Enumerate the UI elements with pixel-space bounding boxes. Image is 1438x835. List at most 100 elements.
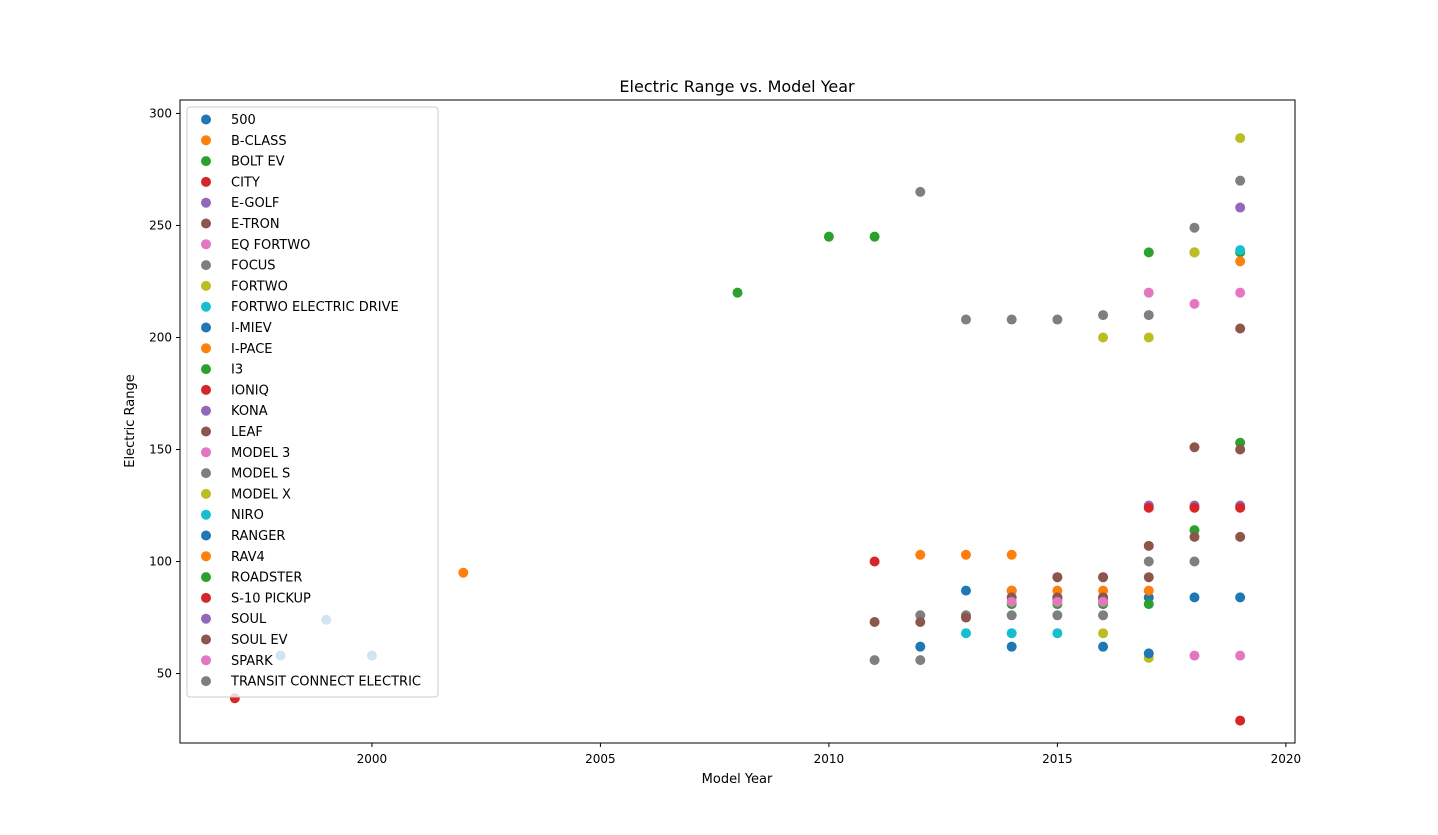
legend-label: LEAF <box>231 425 263 440</box>
legend-label: SPARK <box>231 654 273 669</box>
x-tick-label: 2005 <box>585 752 616 766</box>
data-point <box>1143 648 1154 659</box>
legend: 500 B-CLASS BOLT EV CITY E-GOLF E-TRON EQ FORT… <box>186 106 439 698</box>
legend-marker <box>201 447 211 458</box>
legend-label: CITY <box>231 175 260 190</box>
data-point <box>1143 332 1154 343</box>
data-point <box>1006 314 1017 325</box>
legend-marker <box>201 156 211 167</box>
legend-marker <box>201 613 211 624</box>
data-point <box>960 314 971 325</box>
data-point <box>869 617 880 628</box>
legend-label: S-10 PICKUP <box>231 591 311 606</box>
data-point <box>1052 628 1063 639</box>
data-point <box>1143 502 1154 513</box>
legend-marker <box>201 572 211 583</box>
legend-label: IONIQ <box>231 383 269 398</box>
data-point <box>1235 133 1246 144</box>
y-axis-label: Electric Range <box>123 374 138 468</box>
data-point <box>869 231 880 242</box>
y-tick-label: 300 <box>149 106 172 120</box>
x-axis-label: Model Year <box>702 772 773 787</box>
legend-marker <box>201 676 211 687</box>
legend-marker <box>201 301 211 312</box>
x-tick-label: 2015 <box>1042 752 1073 766</box>
legend-label: BOLT EV <box>231 155 285 170</box>
data-point <box>960 628 971 639</box>
y-tick-label: 50 <box>157 667 172 681</box>
data-point <box>915 655 926 666</box>
legend-marker <box>201 135 211 146</box>
legend-marker <box>201 239 211 250</box>
data-point <box>1006 596 1017 607</box>
data-point <box>1235 531 1246 542</box>
data-point <box>1143 287 1154 298</box>
data-point <box>1189 298 1200 309</box>
y-tick-label: 100 <box>149 555 172 569</box>
data-point <box>1143 556 1154 567</box>
legend-marker <box>201 426 211 437</box>
legend-marker <box>201 260 211 271</box>
legend-marker <box>201 197 211 208</box>
legend-marker <box>201 655 211 666</box>
data-point <box>1235 715 1246 726</box>
data-point <box>1235 650 1246 661</box>
legend-label: FOCUS <box>231 259 276 274</box>
legend-label: FORTWO ELECTRIC DRIVE <box>231 300 399 315</box>
legend-label: SOUL EV <box>231 633 288 648</box>
legend-marker <box>201 405 211 416</box>
legend-label: FORTWO <box>231 279 288 294</box>
data-point <box>1006 628 1017 639</box>
legend-label: MODEL 3 <box>231 446 290 461</box>
data-point <box>915 617 926 628</box>
legend-label: MODEL S <box>231 467 290 482</box>
data-point <box>1052 572 1063 583</box>
data-point <box>1006 641 1017 652</box>
data-point <box>1098 610 1109 621</box>
data-point <box>1189 442 1200 453</box>
data-point <box>1235 245 1246 256</box>
data-point <box>1098 332 1109 343</box>
chart-title: Electric Range vs. Model Year <box>619 77 855 96</box>
legend-marker <box>201 530 211 541</box>
legend-label: 500 <box>231 113 256 128</box>
data-point <box>1235 592 1246 603</box>
data-point <box>915 549 926 560</box>
legend-marker <box>201 218 211 229</box>
data-point <box>1235 502 1246 513</box>
data-point <box>1143 599 1154 610</box>
legend-box <box>186 106 439 698</box>
legend-marker <box>201 322 211 333</box>
legend-label: I3 <box>231 363 243 378</box>
data-point <box>1052 610 1063 621</box>
data-point <box>1052 596 1063 607</box>
data-point <box>1189 247 1200 258</box>
legend-label: TRANSIT CONNECT ELECTRIC <box>230 675 421 690</box>
data-point <box>458 567 469 578</box>
data-point <box>1143 247 1154 258</box>
legend-marker <box>201 468 211 479</box>
data-point <box>960 549 971 560</box>
legend-label: KONA <box>231 404 268 419</box>
y-tick-label: 150 <box>149 443 172 457</box>
data-point <box>1189 650 1200 661</box>
legend-label: MODEL X <box>231 487 291 502</box>
legend-label: I-PACE <box>231 342 273 357</box>
legend-label: ROADSTER <box>231 571 302 586</box>
data-point <box>1052 314 1063 325</box>
legend-label: E-GOLF <box>231 196 279 211</box>
legend-marker <box>201 343 211 354</box>
x-tick-label: 2010 <box>814 752 845 766</box>
axis-ticks: 2000 2005 2010 2015 2020 50 100 150 200 250 300 <box>149 106 1301 766</box>
data-point <box>823 231 834 242</box>
plot-frame <box>179 99 1296 744</box>
legend-label: SOUL <box>231 612 267 627</box>
data-point <box>1189 222 1200 233</box>
data-points <box>229 133 1246 726</box>
data-point <box>960 585 971 596</box>
data-point <box>1235 323 1246 334</box>
data-point <box>1189 502 1200 513</box>
legend-marker <box>201 551 211 562</box>
data-point <box>960 612 971 623</box>
y-tick-label: 250 <box>149 218 172 232</box>
